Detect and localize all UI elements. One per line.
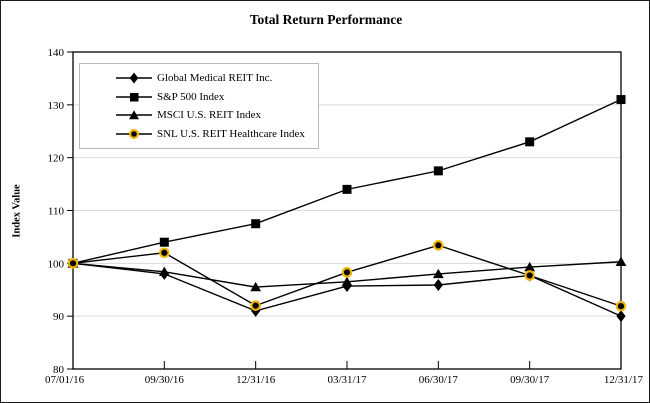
diamond-marker-icon [616,310,626,323]
square-marker-icon [525,137,535,147]
triangle-marker-icon [615,256,627,266]
square-marker-icon [433,166,443,176]
diamond-marker-icon [129,72,139,84]
triangle-marker-icon [524,261,536,272]
x-tick-label: 09/30/17 [510,374,550,386]
chart-title: Total Return Performance [249,12,403,27]
x-tick-label: 09/30/16 [145,374,185,386]
circle-legend-marker-icon [116,128,152,139]
x-tick-label: 07/01/16 [45,374,85,386]
y-tick-label: 130 [48,100,65,112]
y-tick-label: 90 [53,311,65,323]
x-tick-label: 03/31/17 [327,374,367,386]
square-marker-icon [342,184,352,194]
triangle-marker-icon [341,276,353,287]
triangle-marker-icon [432,268,444,279]
legend-item-label: MSCI U.S. REIT Index [157,109,261,122]
circle-marker-icon [129,128,140,139]
square-marker-icon [616,95,626,105]
circle-marker-icon [250,300,261,311]
y-tick-label: 100 [48,258,65,270]
x-tick-label: 06/30/17 [419,374,459,386]
legend-item-label: S&P 500 Index [157,90,225,103]
square-marker-icon [159,237,169,247]
circle-marker-icon [159,247,170,259]
circle-marker-icon [67,258,79,269]
legend-item-label: SNL U.S. REIT Healthcare Index [157,127,305,140]
legend-item-snl-u-s-reit-healthcare-index: SNL U.S. REIT Healthcare Index [114,127,312,141]
legend-item-global-medical-reit-inc: Global Medical REIT Inc. [114,71,312,85]
legend-item-label: Global Medical REIT Inc. [157,72,273,85]
square-marker-icon [130,92,139,102]
triangle-legend-marker-icon [116,110,152,120]
circle-marker-icon [341,267,353,278]
legend-item-msci-u-s-reit-index: MSCI U.S. REIT Index [114,108,312,122]
diamond-marker-icon [433,278,443,291]
y-tick-label: 120 [48,153,65,165]
diamond-legend-marker-icon [116,72,152,84]
square-legend-marker-icon [116,92,152,102]
x-tick-label: 12/31/17 [604,374,644,386]
circle-marker-icon [433,240,444,251]
circle-marker-icon [524,270,535,281]
y-tick-label: 80 [53,364,65,376]
x-tick-label: 12/31/16 [236,374,276,386]
triangle-marker-icon [158,266,170,276]
circle-marker-icon [615,300,627,312]
y-tick-label: 140 [48,47,65,59]
y-tick-label: 110 [48,206,65,218]
triangle-marker-icon [250,281,262,292]
legend-item-s-p-500-index: S&P 500 Index [114,90,312,104]
square-marker-icon [251,219,261,229]
triangle-marker-icon [129,110,139,120]
legend: Global Medical REIT Inc. S&P 500 Index MSC… [79,63,319,149]
